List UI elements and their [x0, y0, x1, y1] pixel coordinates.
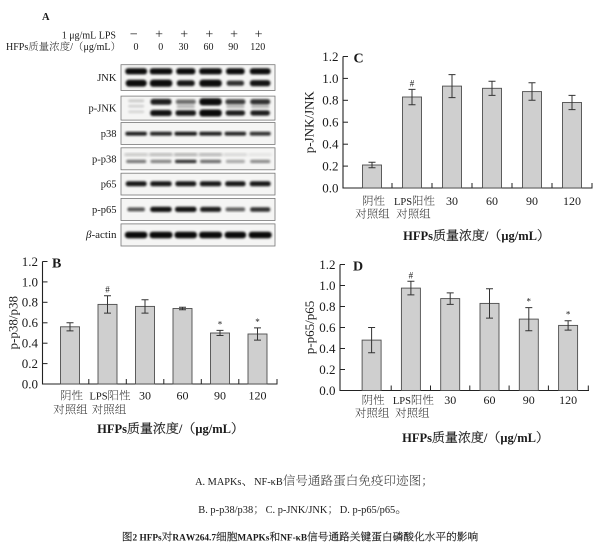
svg-text:LPS: LPS: [393, 396, 411, 407]
svg-text:90: 90: [214, 389, 226, 403]
svg-text:0.2: 0.2: [322, 159, 338, 174]
svg-text:#: #: [409, 270, 414, 280]
svg-text:LPS: LPS: [394, 197, 412, 208]
svg-text:NF-κB: NF-κB: [280, 534, 307, 544]
svg-text:1.2: 1.2: [322, 49, 338, 64]
svg-text:60: 60: [486, 194, 498, 208]
svg-text:0.8: 0.8: [22, 295, 38, 310]
svg-text:1.2: 1.2: [319, 257, 335, 272]
svg-text:60: 60: [484, 393, 496, 407]
svg-text:D. p-p65/p65: D. p-p65/p65: [340, 505, 395, 516]
svg-text:/: /: [484, 229, 489, 243]
svg-text:90: 90: [526, 194, 538, 208]
svg-text:B: B: [52, 257, 61, 272]
svg-text:120: 120: [249, 389, 267, 403]
svg-text:1.2: 1.2: [22, 254, 38, 269]
svg-text:2 HFPs: 2 HFPs: [133, 534, 163, 544]
svg-text:0.4: 0.4: [322, 137, 339, 152]
svg-text:-actin: -actin: [92, 229, 118, 241]
svg-text:0.0: 0.0: [22, 376, 38, 391]
svg-text:30: 30: [179, 42, 189, 53]
svg-text:*: *: [255, 317, 260, 327]
svg-text:90: 90: [228, 42, 238, 53]
svg-text:0.0: 0.0: [319, 383, 335, 398]
svg-text:p-p65: p-p65: [92, 205, 117, 216]
svg-text:μg/mL: μg/mL: [195, 422, 231, 436]
svg-text:p-p65/p65: p-p65/p65: [302, 301, 317, 354]
svg-text:120: 120: [559, 393, 577, 407]
svg-text:1 μg/mL LPS: 1 μg/mL LPS: [62, 31, 116, 42]
svg-text:0: 0: [158, 42, 163, 53]
svg-text:HFPs: HFPs: [402, 431, 432, 445]
svg-text:p-JNK/JNK: p-JNK/JNK: [302, 91, 317, 154]
svg-text:60: 60: [177, 389, 189, 403]
svg-text:1.0: 1.0: [22, 274, 38, 289]
svg-text:30: 30: [139, 389, 151, 403]
svg-text:p-p38: p-p38: [92, 154, 117, 165]
svg-text:+: +: [180, 28, 188, 43]
svg-text:A. MAPKs: A. MAPKs: [195, 477, 241, 488]
svg-text:A: A: [42, 12, 50, 23]
svg-text:*: *: [218, 319, 223, 329]
svg-text:+: +: [205, 28, 213, 43]
svg-text:μg/mL: μg/mL: [501, 229, 537, 243]
svg-text:30: 30: [446, 194, 458, 208]
svg-text:120: 120: [563, 194, 581, 208]
svg-text:/: /: [70, 42, 73, 53]
svg-text:MAPKs: MAPKs: [237, 534, 269, 544]
svg-text:+: +: [230, 28, 238, 43]
svg-text:90: 90: [523, 393, 535, 407]
svg-text:HFPs: HFPs: [403, 229, 433, 243]
svg-text:μg/mL: μg/mL: [84, 42, 111, 53]
svg-text:*: *: [566, 310, 571, 320]
svg-text:1.0: 1.0: [322, 71, 338, 86]
svg-text:+: +: [155, 28, 163, 43]
svg-text:D: D: [353, 260, 363, 275]
svg-text:HFPs: HFPs: [6, 42, 28, 53]
svg-text:p65: p65: [101, 180, 117, 191]
svg-text:0.8: 0.8: [322, 93, 338, 108]
svg-text:NF-κB: NF-κB: [254, 477, 283, 488]
svg-text:0.6: 0.6: [322, 115, 339, 130]
svg-text:120: 120: [250, 42, 265, 53]
svg-text:0: 0: [134, 42, 139, 53]
svg-text:*: *: [527, 297, 532, 307]
svg-text:#: #: [410, 78, 415, 88]
svg-text:#: #: [105, 285, 110, 295]
svg-text:β: β: [85, 229, 92, 241]
svg-text:p38: p38: [101, 129, 117, 140]
svg-text:0.6: 0.6: [22, 315, 39, 330]
svg-text:0.2: 0.2: [319, 362, 335, 377]
svg-text:−: −: [130, 28, 138, 43]
svg-text:C: C: [354, 52, 364, 67]
svg-text:JNK: JNK: [97, 73, 117, 84]
svg-text:/: /: [178, 422, 183, 436]
svg-text:C. p-JNK/JNK: C. p-JNK/JNK: [266, 505, 328, 516]
svg-text:0.4: 0.4: [319, 341, 336, 356]
svg-text:0.2: 0.2: [22, 356, 38, 371]
svg-text:0.6: 0.6: [319, 320, 336, 335]
svg-text:0.0: 0.0: [322, 180, 338, 195]
svg-text:μg/mL: μg/mL: [500, 431, 536, 445]
svg-text:p-JNK: p-JNK: [89, 104, 117, 115]
svg-text:0.8: 0.8: [319, 299, 335, 314]
svg-text:0.4: 0.4: [22, 336, 39, 351]
svg-text:p-p38/p38: p-p38/p38: [6, 296, 21, 349]
svg-text:RAW264.7: RAW264.7: [172, 534, 216, 544]
svg-text:B. p-p38/p38: B. p-p38/p38: [198, 505, 253, 516]
svg-text:/: /: [483, 431, 488, 445]
svg-text:60: 60: [204, 42, 214, 53]
svg-text:HFPs: HFPs: [97, 422, 127, 436]
svg-text:+: +: [255, 28, 263, 43]
svg-text:1.0: 1.0: [319, 278, 335, 293]
svg-text:LPS: LPS: [90, 392, 108, 403]
svg-text:30: 30: [444, 393, 456, 407]
